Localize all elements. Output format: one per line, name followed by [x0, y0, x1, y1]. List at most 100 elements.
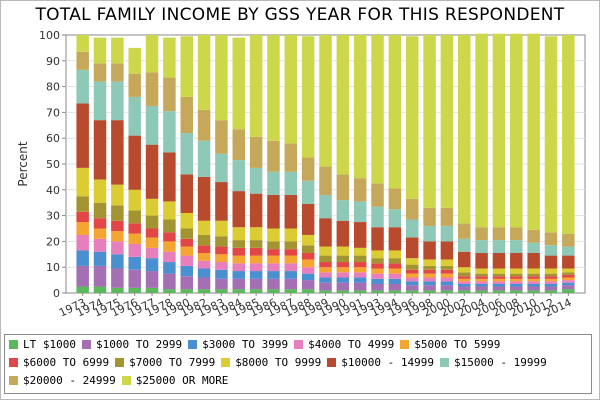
bar-segment: $15000 - 19999 1976: 15	[128, 96, 141, 136]
bar-segment: LT $1000 2012: 1	[544, 290, 558, 293]
bar-segment: $5000 TO 5999 1986: 3	[267, 255, 280, 264]
bar-segment: $6000 TO 6999 2012: 1	[544, 276, 558, 279]
bar-segment: $25000 OR MORE 1977: 14.5	[145, 35, 159, 73]
bar-segment: $25000 OR MORE 1974: 10	[93, 37, 107, 64]
bar-segment: $25000 OR MORE 1987: 42	[284, 35, 298, 144]
bar-segment: $25000 OR MORE 1973: 6.5	[76, 35, 89, 52]
bar-segment: $3000 TO 3999 2004: 1	[475, 283, 488, 287]
bar-segment: $10000 - 14999 1974: 23	[93, 120, 107, 180]
bar-segment: LT $1000 2002: 1	[458, 290, 471, 293]
bar-segment: $6000 TO 6999 1976: 4	[128, 223, 141, 234]
legend-swatch	[121, 376, 131, 385]
bar-segment: $5000 TO 5999 1974: 4	[93, 228, 107, 239]
bar-segment: $3000 TO 3999 1980: 4	[180, 265, 193, 277]
bar-segment: $7000 TO 7999 2008: 1	[510, 273, 523, 277]
bar-segment: $4000 TO 4999 1996: 1.5	[405, 277, 419, 282]
bar-segment: $1000 TO 2999 1989: 3	[319, 282, 332, 291]
bar-segment: LT $1000 1991: 1	[353, 290, 367, 293]
bar-segment: $25000 OR MORE 1996: 63	[405, 36, 419, 199]
legend-item: $5000 TO 5999	[400, 338, 500, 351]
bar-segment: $1000 TO 2999 1975: 7.5	[111, 268, 124, 288]
bar-segment: $7000 TO 7999 1974: 6	[93, 202, 107, 219]
legend-swatch	[9, 340, 18, 349]
bar-segment: $1000 TO 2999 2014: 1.5	[562, 285, 575, 290]
bar-segment: $1000 TO 2999 1974: 8	[93, 265, 107, 287]
bar-segment: $25000 OR MORE 1976: 10	[128, 47, 141, 74]
bar-segment: $20000 - 24999 1988: 9	[301, 157, 315, 181]
bar-segment: $15000 - 19999 1986: 9	[267, 171, 280, 195]
legend-item: $7000 TO 7999	[115, 356, 215, 369]
bar-segment: $5000 TO 5999 1980: 3.5	[180, 246, 193, 256]
bar-segment: $6000 TO 6999 2002: 1	[458, 276, 471, 279]
legend-label: $6000 TO 6999	[23, 356, 110, 369]
legend-swatch	[294, 340, 304, 349]
bar-segment: $1000 TO 2999 1987: 4	[284, 278, 298, 290]
bar-segment: $1000 TO 2999 1994: 2.5	[388, 283, 402, 291]
legend-label: $10000 - 14999	[341, 356, 434, 369]
bar-segment: $15000 - 19999 1993: 8	[371, 206, 384, 228]
bar-segment: $4000 TO 4999 1982: 3	[197, 260, 211, 269]
bar-segment: $20000 - 24999 2012: 5	[544, 232, 558, 246]
bar-segment: $25000 OR MORE 2014: 77	[562, 35, 575, 234]
bar-segment: $25000 OR MORE 1990: 54	[336, 35, 350, 175]
legend-label: $1000 TO 2999	[95, 338, 183, 351]
bar-segment: $6000 TO 6999 1974: 4	[93, 218, 107, 229]
bar-segment: $10000 - 14999 1989: 11	[319, 218, 332, 247]
bar-segment: $8000 TO 9999 2012: 2	[544, 268, 558, 274]
legend-item: $15000 - 19999	[440, 356, 547, 369]
bar-segment: $7000 TO 7999 2006: 1	[492, 273, 506, 277]
bar-segment: $20000 - 24999 1996: 8	[405, 198, 419, 220]
bar-segment: LT $1000 1975: 2	[111, 287, 124, 293]
bar-segment: $15000 - 19999 1989: 9	[319, 194, 332, 219]
bar-segment: $1000 TO 2999 2000: 2	[440, 285, 454, 291]
bar-segment: $5000 TO 5999 2010: 1	[527, 278, 540, 282]
bar-segment: $8000 TO 9999 1985: 5	[249, 227, 263, 241]
bar-segment: $15000 - 19999 1977: 15	[145, 105, 159, 145]
bar-segment: $7000 TO 7999 1988: 3	[301, 245, 315, 254]
bar-segment: $8000 TO 9999 1984: 5	[232, 227, 246, 241]
bar-segment: $5000 TO 5999 1988: 3	[301, 259, 315, 268]
bar-segment: $7000 TO 7999 1983: 4	[215, 236, 228, 247]
legend-label: $8000 TO 9999	[235, 356, 322, 369]
bars: LT $1000 1973: 2.5$1000 TO 2999 1973: 8$…	[76, 33, 575, 293]
legend-item: $8000 TO 9999	[221, 356, 321, 369]
bar-segment: LT $1000 1998: 1	[423, 290, 436, 293]
bar-segment: $10000 - 14999 2006: 6	[492, 253, 506, 269]
bar-segment: $10000 - 14999 1983: 15	[215, 182, 228, 221]
bar-segment: $5000 TO 5999 1990: 2	[336, 267, 350, 273]
bar-segment: $1000 TO 2999 1996: 2	[405, 285, 419, 291]
bar-segment: $5000 TO 5999 1983: 3	[215, 254, 228, 263]
bar-segment: $20000 - 24999 2006: 5	[492, 227, 506, 241]
bar-segment: LT $1000 1982: 1.5	[197, 289, 211, 293]
bar-segment: $10000 - 14999 1986: 13	[267, 194, 280, 229]
bar-segment: $4000 TO 4999 1983: 3	[215, 262, 228, 270]
bar-segment: $4000 TO 4999 1977: 4	[145, 247, 159, 259]
bar-segment: LT $1000 1983: 1.5	[215, 289, 228, 293]
bar-segment: $1000 TO 2999 1991: 3	[353, 282, 367, 291]
bar-segment: $6000 TO 6999 2010: 1	[527, 276, 540, 279]
legend-swatch	[327, 358, 337, 367]
bar-segment: $1000 TO 2999 1990: 3	[336, 282, 350, 291]
legend-swatch	[221, 358, 231, 367]
bar-segment: $1000 TO 2999 1978: 6	[163, 273, 176, 290]
bar-segment: $6000 TO 6999 1984: 3	[232, 247, 246, 256]
bar-segment: $15000 - 19999 2014: 3.5	[562, 246, 575, 256]
bar-segment: $3000 TO 3999 1998: 1.5	[423, 281, 436, 286]
bar-segment: $8000 TO 9999 1994: 3	[388, 250, 402, 259]
bar-segment: $3000 TO 3999 1988: 2.5	[301, 273, 315, 281]
bar-segment: $4000 TO 4999 1973: 6	[76, 234, 89, 251]
bar-segment: $5000 TO 5999 2000: 1.5	[440, 273, 454, 278]
bar-segment: $10000 - 14999 1978: 19	[163, 152, 176, 202]
bar-segment: $10000 - 14999 1988: 12	[301, 203, 315, 235]
bar-segment: $10000 - 14999 1977: 21	[145, 144, 159, 199]
bar-segment: $1000 TO 2999 1993: 2.5	[371, 283, 384, 291]
bar-segment: LT $1000 1974: 2.5	[93, 286, 107, 293]
bar-segment: $20000 - 24999 1990: 10	[336, 174, 350, 201]
bar-segment: LT $1000 1990: 1	[336, 290, 350, 293]
legend-swatch	[400, 340, 410, 349]
bar-segment: $10000 - 14999 1990: 10	[336, 220, 350, 247]
bar-segment: $7000 TO 7999 1975: 6	[111, 205, 124, 221]
bar-segment: $15000 - 19999 1973: 13	[76, 69, 89, 104]
bar-segment: $8000 TO 9999 2010: 2	[527, 268, 540, 274]
bar-segment: $4000 TO 4999 2008: 1	[510, 281, 523, 284]
